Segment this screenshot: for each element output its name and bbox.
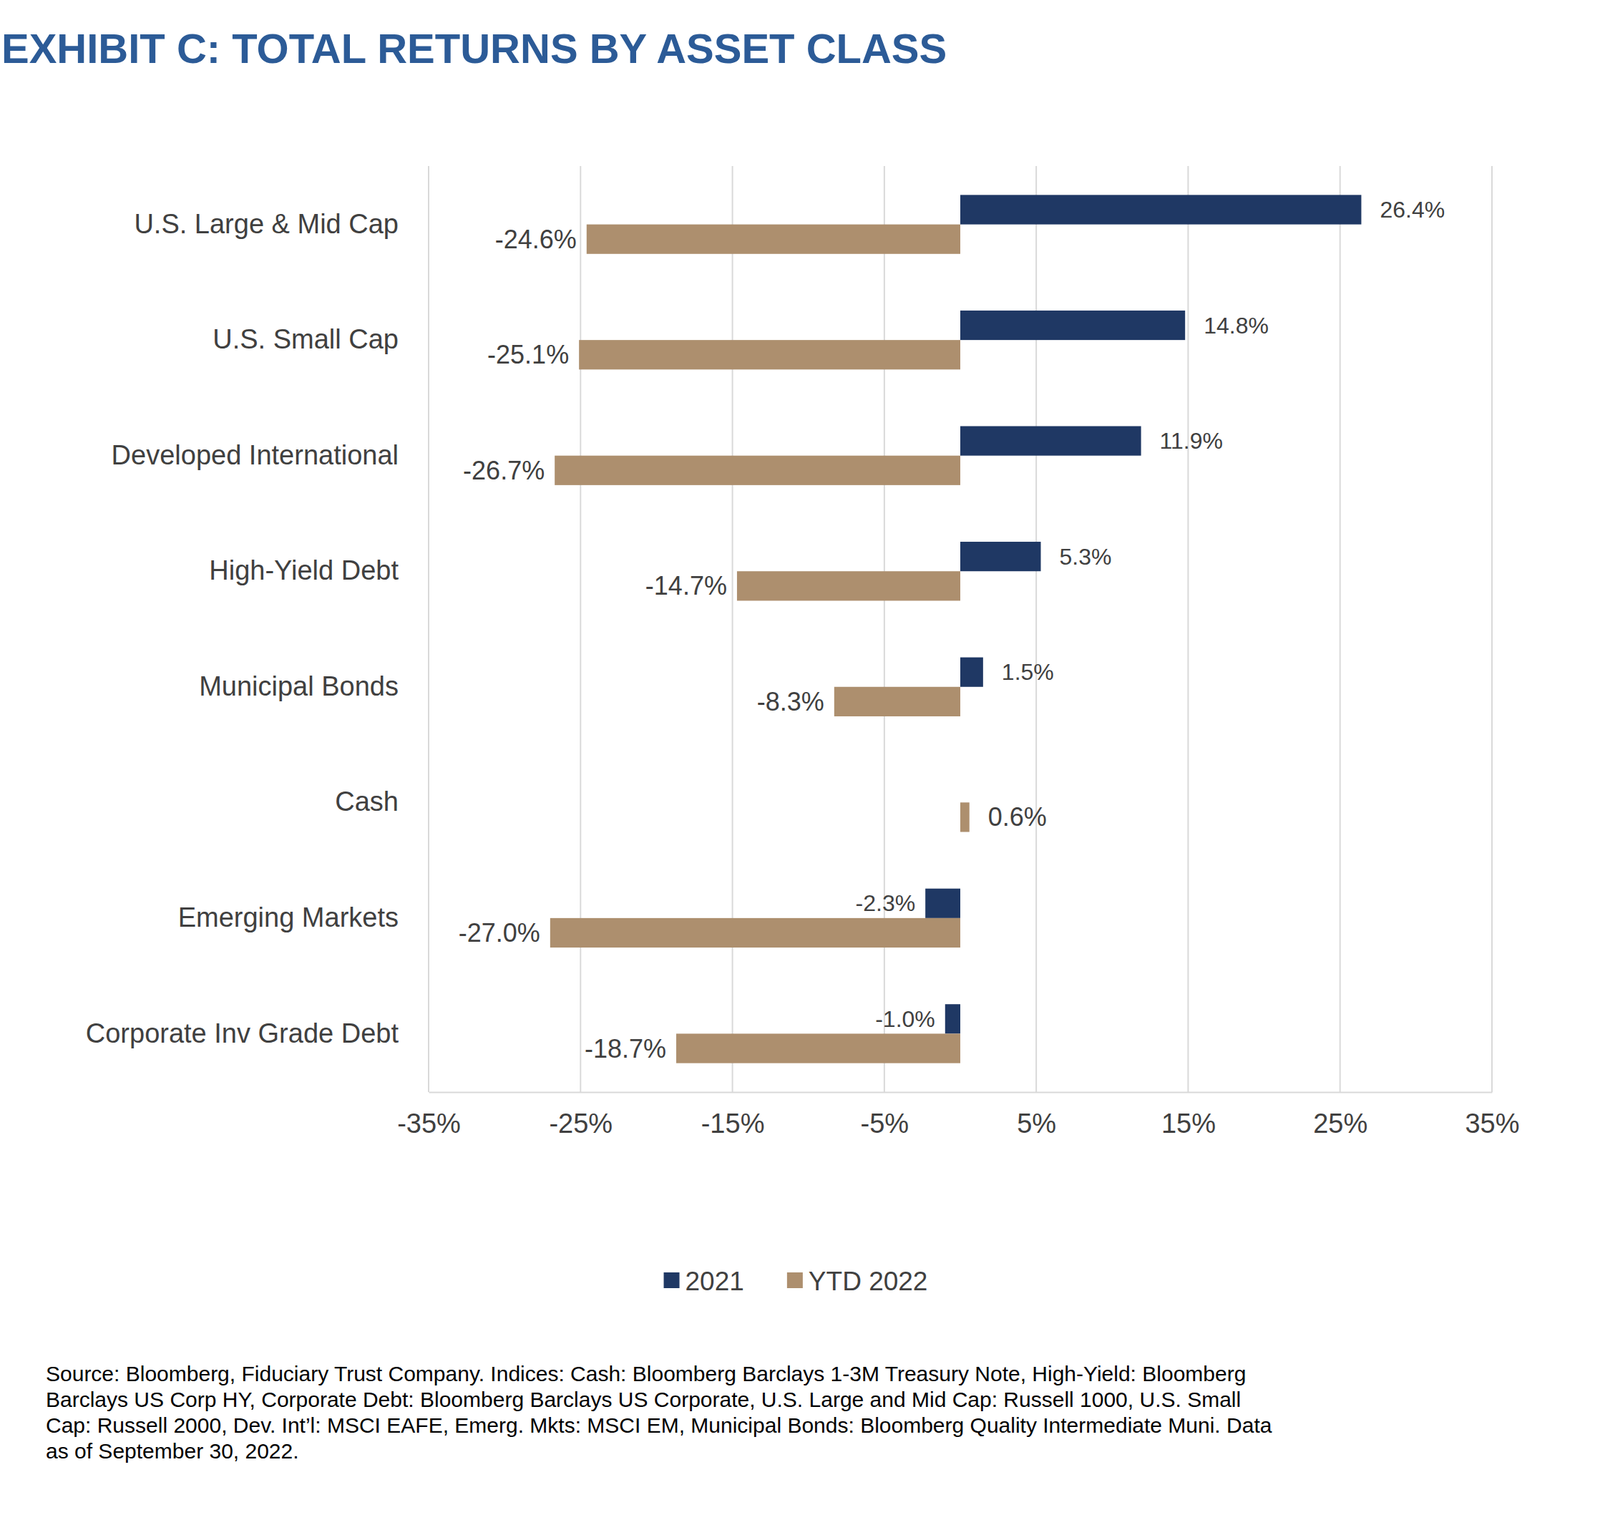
tick: -35% [397, 1091, 461, 1139]
legend-swatch [787, 1272, 803, 1289]
legend-label: 2021 [685, 1266, 745, 1296]
data-label: 14.8% [1203, 312, 1269, 339]
tick: U.S. Small Cap [212, 324, 399, 355]
tick: Municipal Bonds [198, 671, 399, 702]
bar [945, 1003, 961, 1034]
data-label: -27.0% [458, 918, 541, 948]
tick-label: 35% [1464, 1108, 1520, 1139]
data-label: -18.7% [584, 1033, 667, 1064]
bar [550, 918, 961, 948]
legend-label: YTD 2022 [808, 1266, 929, 1296]
data-label: -8.3% [757, 686, 825, 717]
data-label: -26.7% [462, 455, 545, 486]
data-label: 26.4% [1379, 196, 1445, 223]
category-label: Developed International [111, 440, 399, 471]
tick: 25% [1313, 1091, 1368, 1139]
legend: 2021 YTD 2022 [664, 1266, 929, 1296]
tick-label: 15% [1161, 1108, 1216, 1139]
axis-line [429, 1091, 1493, 1094]
tick: 5% [1016, 1091, 1057, 1139]
tick: -15% [701, 1091, 765, 1139]
category-label: Municipal Bonds [198, 671, 399, 702]
bar [960, 194, 1362, 224]
data-label: 11.9% [1159, 427, 1223, 454]
grid-line [732, 166, 734, 1092]
bar [737, 571, 961, 601]
bar [925, 888, 961, 919]
data-label: -25.1% [487, 339, 569, 370]
bars [550, 194, 1362, 1063]
tick: 35% [1464, 1091, 1520, 1139]
source-line: as of September 30, 2022. [45, 1438, 300, 1463]
title: EXHIBIT C: TOTAL RETURNS BY ASSET CLASS [1, 25, 947, 72]
grid-line [883, 166, 886, 1092]
tick: Cash [334, 786, 399, 817]
source-line: Cap: Russell 2000, Dev. Int’l: MSCI EAFE… [45, 1413, 1273, 1437]
legend-swatch [664, 1272, 680, 1289]
category-label: Cash [334, 786, 399, 817]
tick: Emerging Markets [178, 902, 399, 933]
grid-line [1339, 166, 1341, 1092]
tick-label: -25% [548, 1108, 613, 1139]
grid-line [1035, 166, 1037, 1092]
grid-line [1491, 166, 1493, 1092]
category-label: U.S. Large & Mid Cap [133, 208, 399, 239]
tick: 15% [1161, 1091, 1216, 1139]
legend-item: YTD 2022 [787, 1266, 929, 1296]
y-axis: U.S. Large & Mid Cap U.S. Small Cap Develo… [85, 208, 400, 1049]
grid-line [427, 166, 430, 1092]
source-line: Source: Bloomberg, Fiduciary Trust Compa… [45, 1361, 1246, 1386]
tick: U.S. Large & Mid Cap [133, 208, 399, 239]
grid-line [1187, 166, 1189, 1092]
chart: EXHIBIT C: TOTAL RETURNS BY ASSET CLASS -… [0, 0, 1600, 1515]
bar [578, 339, 961, 370]
tick-label: -35% [397, 1108, 461, 1139]
grid-line [579, 166, 582, 1092]
source-note: Source: Bloomberg, Fiduciary Trust Compa… [45, 1361, 1273, 1463]
tick-label: 5% [1016, 1108, 1057, 1139]
bar [554, 455, 961, 486]
data-label: 5.3% [1059, 543, 1112, 570]
bar [676, 1033, 961, 1063]
data-label: -24.6% [495, 224, 577, 255]
tick: High-Yield Debt [208, 555, 399, 586]
data-labels: 26.4% 14.8% 11.9% 5.3% 1.5% -2.3% -1.0% -24.6% -… [458, 196, 1445, 1064]
data-label: 0.6% [988, 802, 1047, 832]
bar [960, 541, 1042, 572]
tick-label: 25% [1313, 1108, 1368, 1139]
source-line: Barclays US Corp HY, Corporate Debt: Blo… [45, 1387, 1241, 1412]
data-label: -1.0% [875, 1006, 936, 1032]
category-label: Corporate Inv Grade Debt [85, 1018, 400, 1049]
bar [586, 224, 961, 255]
data-label: -2.3% [855, 890, 916, 916]
bar [960, 657, 984, 687]
tick-label: -15% [701, 1108, 765, 1139]
tick: Developed International [111, 440, 399, 471]
category-label: High-Yield Debt [208, 555, 399, 586]
bar [960, 425, 1142, 456]
category-label: U.S. Small Cap [212, 324, 399, 355]
data-label: 1.5% [1001, 659, 1055, 685]
x-axis: -35% -25% -15% -5% 5% 15% 25% 35% [397, 1091, 1520, 1139]
bar [960, 802, 970, 832]
bar [834, 686, 961, 717]
tick-label: -5% [860, 1108, 910, 1139]
bar [960, 310, 1185, 340]
legend-item: 2021 [664, 1266, 745, 1296]
tick: -25% [548, 1091, 613, 1139]
tick: -5% [860, 1091, 910, 1139]
grid [428, 166, 1492, 1092]
category-label: Emerging Markets [178, 902, 399, 933]
data-label: -14.7% [645, 571, 728, 601]
tick: Corporate Inv Grade Debt [85, 1018, 400, 1049]
